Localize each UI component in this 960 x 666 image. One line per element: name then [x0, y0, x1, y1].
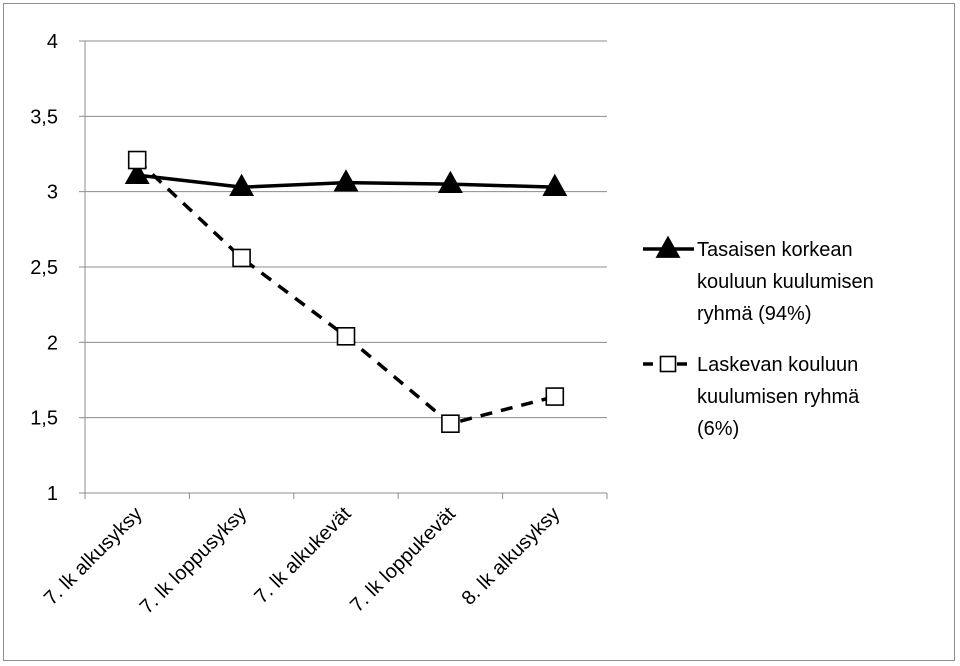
- data-point-square: [336, 327, 356, 346]
- data-point-triangle: [437, 170, 463, 194]
- y-tick-label: 3: [47, 182, 58, 204]
- legend-label: Tasaisen korkean: [697, 239, 853, 261]
- gridlines: [85, 40, 607, 419]
- legend-marker-square: [659, 355, 677, 373]
- x-tick-label: 7. lk loppusyksy: [136, 503, 251, 618]
- legend: Tasaisen korkean kouluun kuulumisen ryhmä …: [643, 235, 874, 440]
- data-point-square: [232, 248, 251, 268]
- legend-label: kuulumisen ryhmä: [697, 386, 860, 408]
- legend-item-1: Tasaisen korkean kouluun kuulumisen ryhmä …: [643, 235, 874, 325]
- x-tick-label: 7. lk alkukevät: [250, 503, 355, 608]
- data-point-triangle: [542, 173, 568, 197]
- legend-label: kouluun kuulumisen: [697, 271, 874, 293]
- series-line: [136, 158, 556, 426]
- y-tick-label: 4: [47, 31, 58, 53]
- series-1: [124, 161, 568, 197]
- x-tick-label: 7. lk alkusyksy: [40, 503, 147, 610]
- legend-label: (6%): [697, 418, 739, 440]
- legend-marker-triangle: [655, 235, 681, 258]
- data-point-square: [441, 414, 460, 433]
- y-tick-label: 3,5: [30, 106, 58, 128]
- y-axis-tick-labels: 1 1,5 2 2,5 3 3,5 4: [30, 31, 58, 505]
- legend-label: ryhmä (94%): [697, 303, 811, 325]
- legend-item-2: Laskevan kouluun kuulumisen ryhmä (6%): [643, 354, 860, 440]
- data-point-triangle: [229, 173, 255, 197]
- x-tick-label: 7. lk loppukevät: [346, 503, 460, 617]
- series-2: [127, 150, 565, 433]
- y-tick-label: 1: [47, 483, 58, 505]
- y-tick-label: 2,5: [30, 257, 58, 279]
- data-point-triangle: [333, 169, 359, 192]
- series-layer: [124, 150, 568, 433]
- axes: [79, 40, 608, 499]
- data-point-triangle: [124, 161, 150, 184]
- legend-label: Laskevan kouluun: [697, 354, 858, 376]
- x-tick-label: 8. lk alkusyksy: [458, 503, 565, 610]
- y-tick-label: 2: [47, 332, 58, 354]
- data-point-square: [545, 387, 565, 406]
- data-point-square: [127, 150, 147, 170]
- y-tick-label: 1,5: [30, 408, 58, 430]
- chart-frame: [3, 3, 955, 661]
